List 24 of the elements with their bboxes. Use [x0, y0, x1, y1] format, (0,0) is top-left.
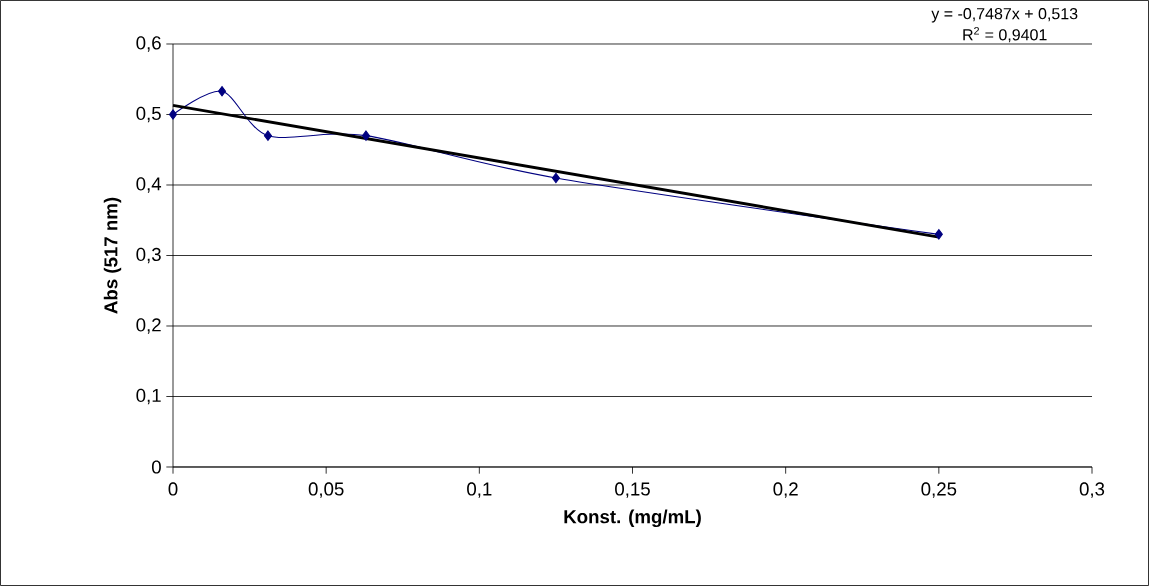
point — [934, 229, 943, 240]
x-tick-label: 0,25 — [921, 482, 957, 498]
x-tick-label: 0,1 — [467, 482, 492, 498]
y-tick-label: 0,2 — [136, 318, 161, 334]
x-tick-label: 0,2 — [773, 482, 798, 498]
y-tick-label: 0,4 — [136, 177, 162, 193]
x-tick-label: 0,3 — [1079, 482, 1105, 498]
point — [551, 172, 560, 184]
y-tick-label: 0,5 — [136, 106, 161, 123]
y-tick-label: 0,3 — [136, 247, 161, 264]
y-tick-label: 0,6 — [136, 36, 161, 52]
y-tick-label: 0,1 — [136, 388, 161, 405]
y-tick-label: 0 — [151, 460, 161, 474]
y-axis-title: Abs (517 nm) — [103, 197, 122, 314]
point — [168, 109, 178, 120]
x-tick-label: 0,15 — [615, 482, 650, 498]
point — [263, 130, 273, 141]
point — [217, 86, 227, 97]
text: R$^{2}$ = 0,9401 — [963, 27, 1047, 43]
point — [361, 130, 371, 141]
x-axis-title: Konst. (mg/mL) — [564, 509, 701, 528]
x-tick-label: 0 — [168, 482, 178, 496]
text: y = -0,7487x + 0,513 — [931, 8, 1078, 23]
x-tick-label: 0,05 — [308, 482, 344, 498]
